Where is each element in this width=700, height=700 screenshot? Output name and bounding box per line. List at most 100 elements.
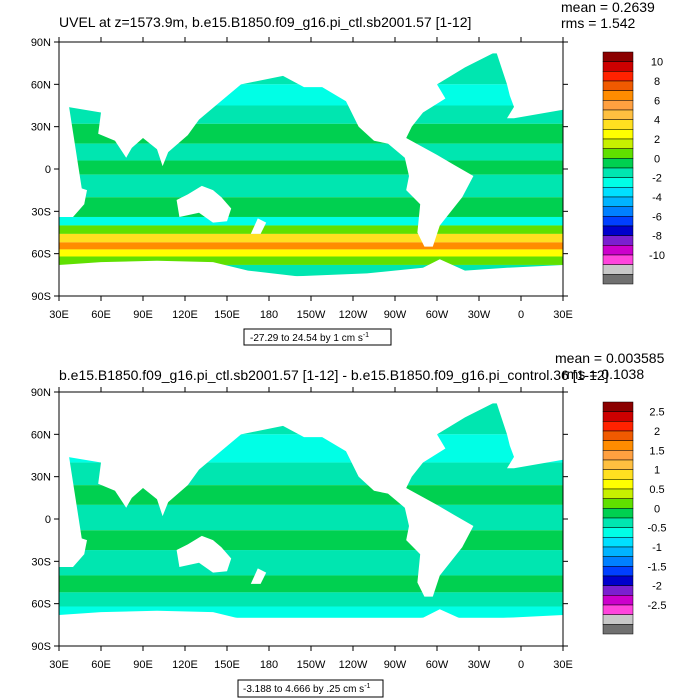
panel-2-rms: rms = 0.1038 (562, 366, 644, 382)
ocean-band (59, 606, 563, 618)
colorbar-swatch (602, 595, 634, 606)
x-tick-label: 30E (553, 309, 573, 321)
colorbar-swatch (602, 459, 634, 470)
y-tick-label: 60S (31, 599, 51, 611)
colorbar-label: 2 (654, 134, 660, 146)
x-tick-label: 180 (260, 659, 278, 671)
ocean-band (59, 550, 563, 576)
ocean-band (59, 264, 563, 277)
australia-land (176, 185, 232, 223)
ocean-band (59, 216, 563, 226)
colorbar-swatch (602, 508, 634, 519)
x-tick-label: 90W (384, 309, 407, 321)
africa-south-land (59, 42, 85, 217)
colorbar-swatch (602, 498, 634, 509)
panel-1-rms: rms = 1.542 (561, 15, 636, 31)
africa-eurasia-land (59, 392, 283, 569)
madagascar-land (78, 537, 87, 555)
panel-2-title: b.e15.B1850.f09_g16.pi_ctl.sb2001.57 [1-… (59, 367, 609, 383)
colorbar-swatch (602, 575, 634, 586)
colorbar-swatch (602, 235, 634, 246)
europe-land (493, 392, 563, 469)
colorbar-swatch (602, 469, 634, 480)
colorbar-label: -1 (652, 542, 662, 554)
colorbar-label: 0.5 (649, 484, 664, 496)
colorbar-label: 1.5 (649, 445, 664, 457)
colorbar-swatch (602, 546, 634, 557)
colorbar-swatch (602, 61, 634, 72)
colorbar-swatch (602, 51, 634, 62)
colorbar-swatch (602, 517, 634, 528)
africa-south-land (59, 392, 85, 567)
ocean-band (59, 530, 563, 551)
panel-2-range-note: -3.188 to 4.666 by .25 cm s-1 (243, 683, 371, 695)
nz-land (250, 218, 267, 234)
x-tick-label: 120W (339, 659, 368, 671)
ocean-band (59, 249, 563, 257)
ocean-band (59, 575, 563, 593)
x-tick-label: 30W (468, 309, 491, 321)
ocean-band (59, 504, 563, 531)
colorbar-swatch (602, 401, 634, 412)
panel-1-range-box (243, 328, 392, 346)
colorbar-swatch (602, 440, 634, 451)
panel-1: UVEL at z=1573.9m, b.e15.B1850.f09_g16.p… (31, 0, 665, 346)
y-tick-label: 90S (31, 641, 51, 653)
colorbar-swatch (602, 148, 634, 159)
colorbar-swatch (602, 245, 634, 256)
colorbar-label: 10 (651, 57, 663, 69)
colorbar-swatch (602, 129, 634, 140)
arctic-land (59, 392, 563, 404)
europe-land (493, 42, 563, 119)
colorbar-label: 2.5 (649, 407, 664, 419)
colorbar-label: -2 (652, 173, 662, 185)
colorbar-swatch (602, 119, 634, 130)
australia-land (176, 535, 232, 573)
ocean-band (59, 174, 563, 198)
antarctica-land (59, 259, 563, 296)
y-tick-label: 90N (31, 387, 51, 399)
americas-land (283, 42, 493, 247)
ocean-band (59, 233, 563, 243)
colorbar-swatch (602, 100, 634, 111)
ocean-band (59, 242, 563, 250)
americas-land (283, 392, 493, 597)
x-tick-label: 150W (297, 309, 326, 321)
colorbar-swatch (602, 80, 634, 91)
colorbar-swatch (602, 109, 634, 120)
colorbar-swatch (602, 138, 634, 149)
panel-1-map (58, 41, 564, 297)
x-tick-label: 150E (214, 659, 240, 671)
colorbar-swatch (602, 187, 634, 198)
africa-eurasia-land (59, 42, 283, 219)
panel-2-range-box (237, 679, 384, 698)
colorbar-swatch (602, 585, 634, 596)
x-tick-label: 120E (172, 309, 198, 321)
y-tick-label: 60N (31, 429, 51, 441)
y-tick-label: 0 (45, 514, 51, 526)
panel-1-y-axis: 90N 60N 30N 0 30S 60S 90S (31, 37, 568, 303)
colorbar-label: 1 (654, 465, 660, 477)
ocean-band (59, 160, 563, 175)
panel-2: b.e15.B1850.f09_g16.pi_ctl.sb2001.57 [1-… (31, 350, 666, 698)
x-tick-label: 30E (49, 309, 69, 321)
colorbar-swatch (602, 274, 634, 285)
colorbar-swatch (602, 177, 634, 188)
antarctica-land (59, 609, 563, 646)
colorbar-swatch (602, 488, 634, 499)
panel-2-y-axis: 90N 60N 30N 0 30S 60S 90S (31, 387, 568, 653)
colorbar-swatch (602, 430, 634, 441)
ocean-band (59, 143, 563, 161)
panel-1-range-note: -27.29 to 24.54 by 1 cm s-1 (250, 332, 369, 344)
colorbar-label: -2 (652, 581, 662, 593)
colorbar-swatch (602, 206, 634, 217)
ocean-band (59, 225, 563, 234)
colorbar-swatch (602, 264, 634, 275)
colorbar-swatch (602, 167, 634, 178)
y-tick-label: 30S (31, 556, 51, 568)
y-tick-label: 60S (31, 249, 51, 261)
x-tick-label: 180 (260, 309, 278, 321)
x-tick-label: 90W (384, 659, 407, 671)
colorbar-label: 4 (654, 115, 660, 127)
colorbar-swatch (602, 479, 634, 490)
